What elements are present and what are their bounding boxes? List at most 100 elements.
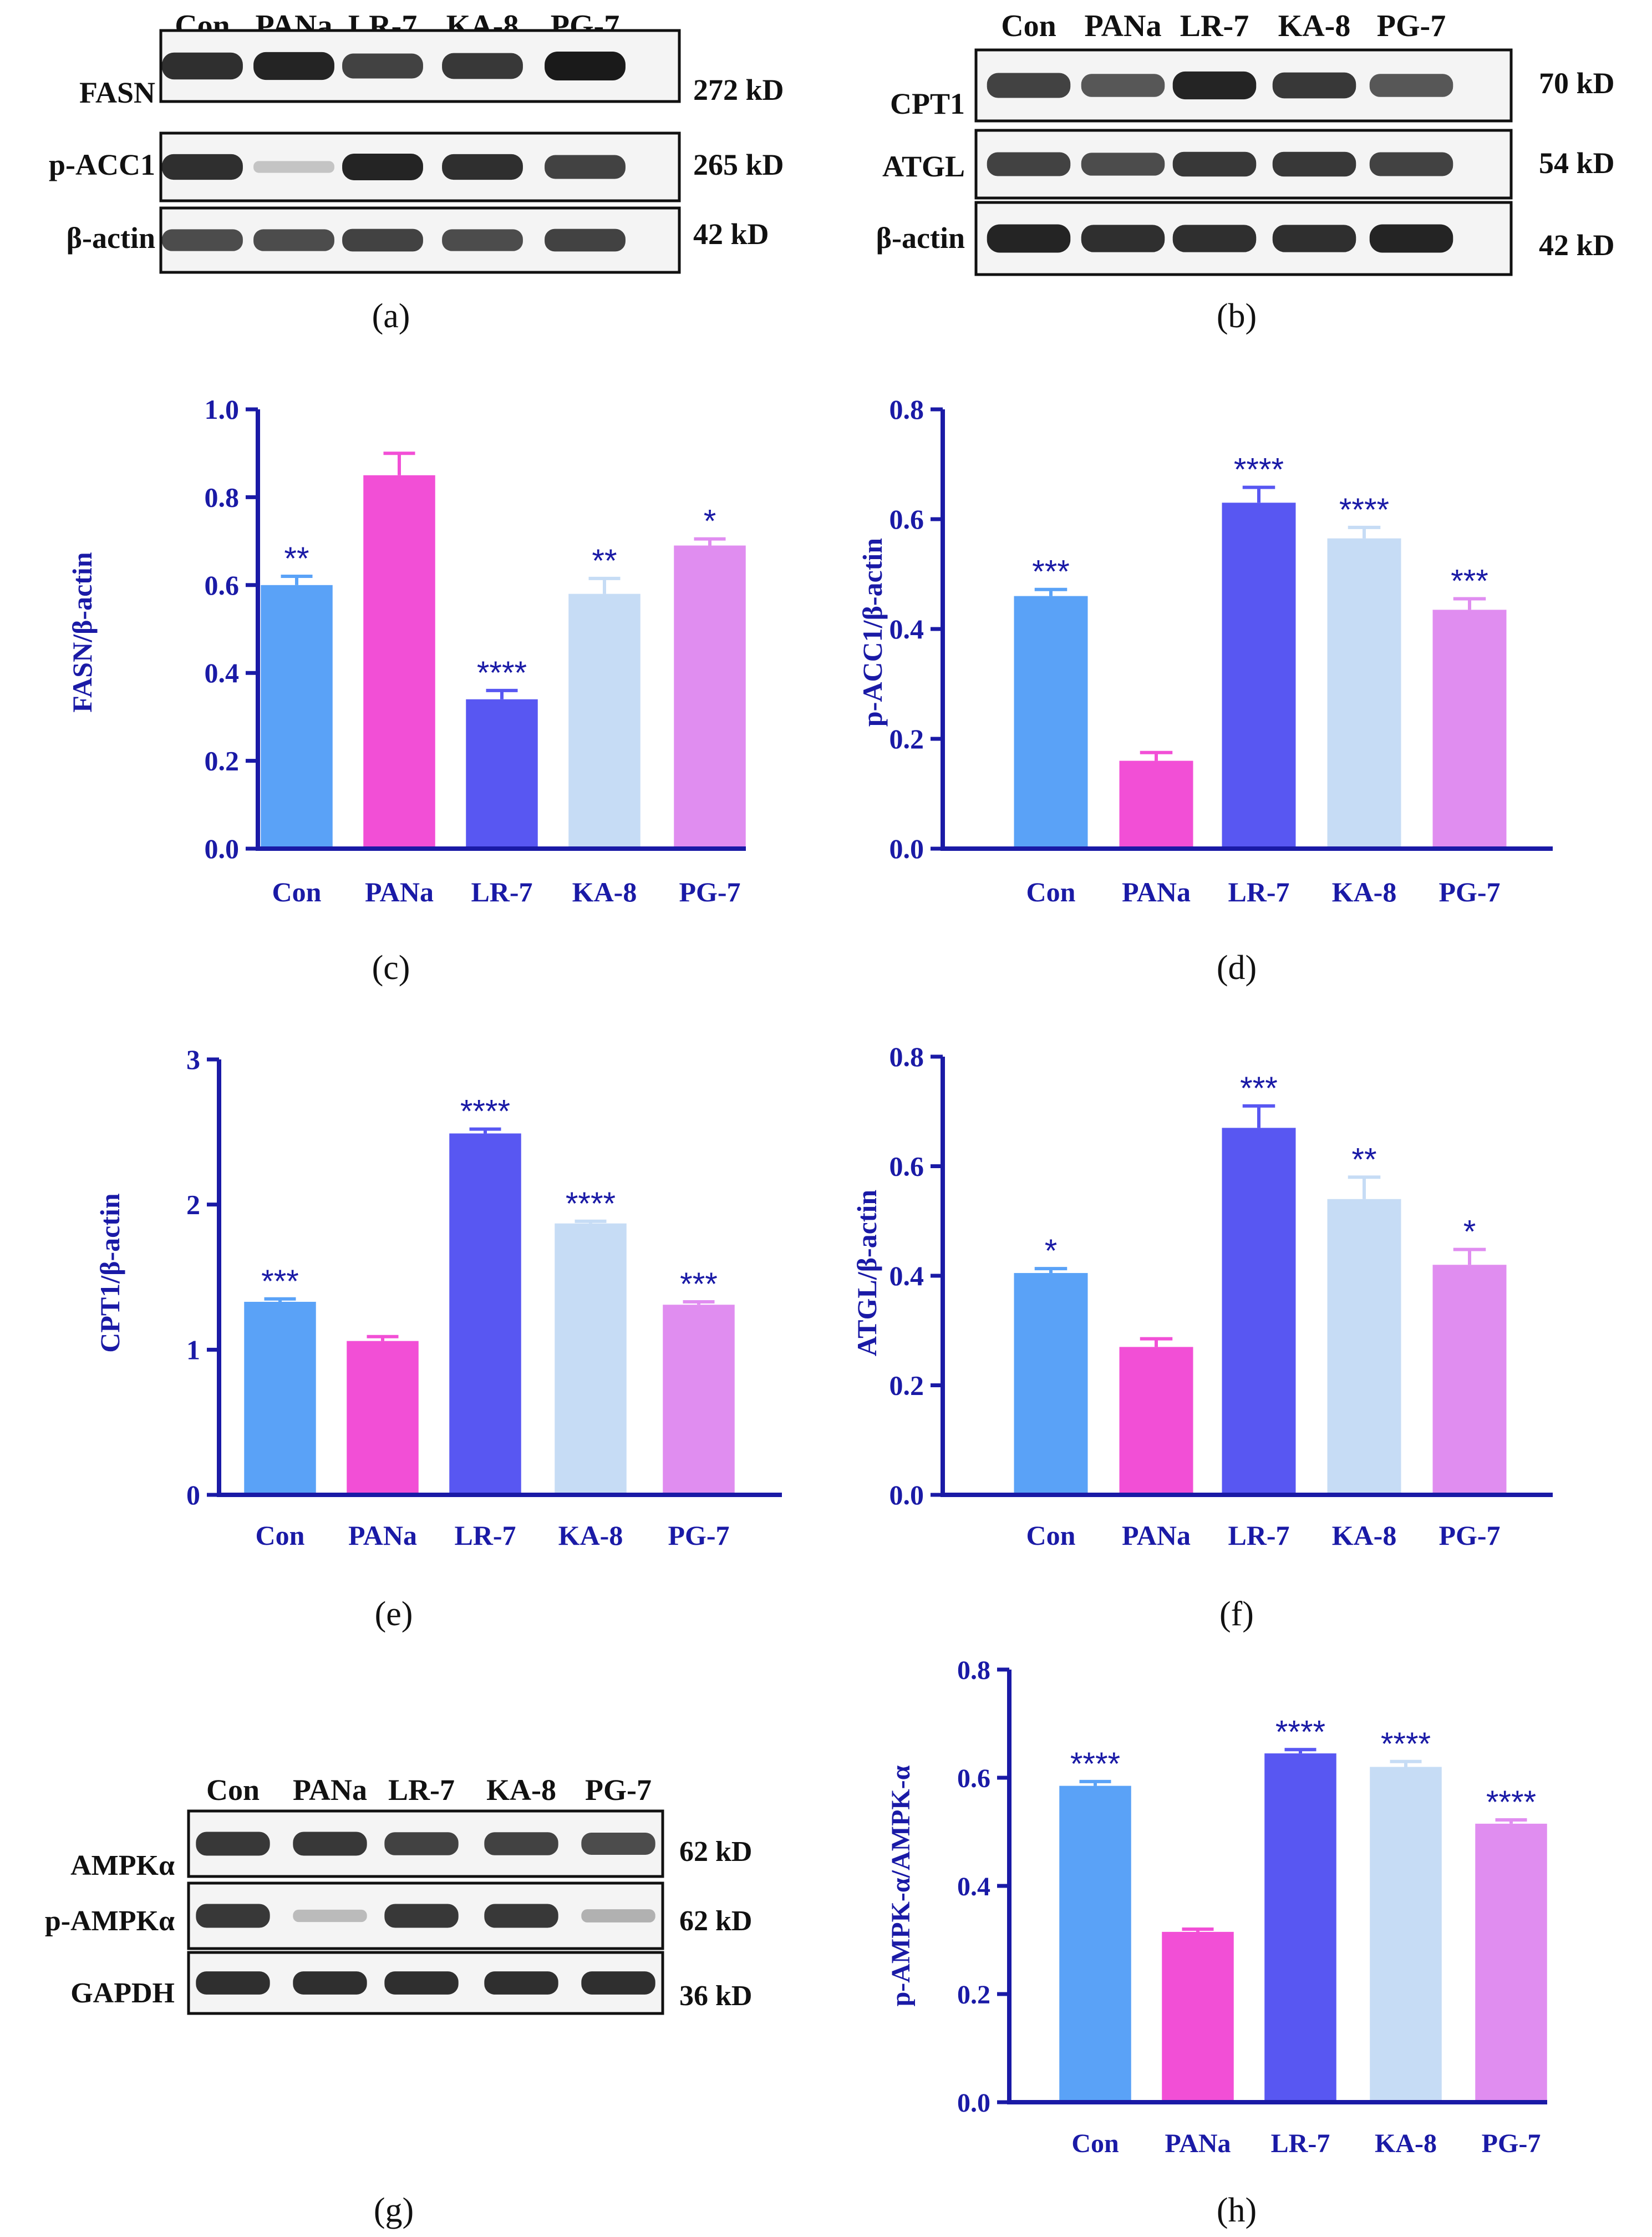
- bar: [1014, 1273, 1088, 1495]
- blot-protein-label: β-actin: [876, 221, 965, 255]
- bar: [261, 585, 333, 849]
- y-tick-label: 0.2: [957, 1980, 990, 2010]
- bar: [363, 475, 435, 849]
- blot-band: [1081, 153, 1165, 176]
- blot-band: [1172, 71, 1257, 100]
- x-category-label: PANa: [348, 1520, 417, 1551]
- bar-chart: 0.0 0.2 0.4 0.6 0.8 *** Con PANa **** LR-7 **** KA-…: [857, 394, 1553, 987]
- blot-band: [342, 154, 423, 180]
- blot-protein-label: ATGL: [882, 150, 965, 183]
- blot-band: [484, 1832, 558, 1855]
- blot-protein-label: CPT1: [890, 87, 965, 120]
- blot-band: [581, 1833, 655, 1855]
- blot-band: [293, 1971, 367, 1995]
- y-tick-label: 0.2: [205, 745, 240, 777]
- bar: [555, 1223, 627, 1495]
- blot-band: [196, 1904, 270, 1928]
- x-category-label: Con: [272, 876, 322, 907]
- blot-size-label: 70 kD: [1539, 67, 1615, 100]
- x-category-label: PG-7: [1482, 2129, 1541, 2158]
- bar-chart: 0 1 2 3 *** Con PANa **** LR-7 **** KA-8 *** PG-7 CPT…: [94, 1044, 782, 1633]
- blot-band: [442, 53, 523, 79]
- blot-band: [162, 52, 243, 80]
- blot-band: [162, 229, 243, 251]
- y-tick-label: 0.4: [205, 657, 240, 688]
- blot-band: [293, 1909, 367, 1922]
- panel-caption: (h): [1217, 2192, 1257, 2229]
- blot-lane-label: PANa: [1085, 9, 1162, 43]
- bar: [1432, 1265, 1507, 1495]
- bar: [1119, 1347, 1193, 1495]
- blot-band: [384, 1971, 459, 1995]
- significance-label: ****: [477, 655, 527, 691]
- significance-label: ****: [1275, 1714, 1325, 1750]
- blot-band: [196, 1832, 270, 1856]
- x-category-label: LR-7: [471, 876, 532, 907]
- significance-label: ****: [1381, 1726, 1431, 1762]
- bar: [1162, 1931, 1234, 2102]
- x-category-label: PANa: [1122, 1520, 1191, 1551]
- bar: [674, 545, 746, 849]
- blot-band: [384, 1904, 459, 1928]
- blot-band: [545, 155, 626, 179]
- panel-caption: (e): [375, 1595, 413, 1633]
- y-tick-label: 0.2: [889, 1370, 924, 1401]
- bar-chart: 0.0 0.2 0.4 0.6 0.8 **** Con PANa **** LR-7 **** KA…: [886, 1656, 1547, 2229]
- significance-label: **: [592, 543, 617, 579]
- blot-lane-label: Con: [206, 1773, 260, 1807]
- bar: [449, 1133, 521, 1495]
- blot-band: [1272, 151, 1356, 177]
- blot-panel: Con PANa LR-7 KA-8 PG-7 CPT1 70 kD ATGL 54 kD β-a…: [876, 9, 1615, 335]
- y-tick-label: 0.0: [889, 833, 924, 864]
- blot-lane-label: PANa: [293, 1773, 367, 1807]
- blot-band: [1369, 152, 1453, 176]
- x-category-label: PANa: [1122, 876, 1191, 907]
- blot-band: [442, 229, 523, 251]
- y-tick-label: 1: [186, 1334, 200, 1365]
- blot-band: [253, 52, 334, 80]
- y-axis-title: ATGL/β-actin: [851, 1190, 882, 1357]
- blot-size-label: 272 kD: [693, 73, 784, 106]
- y-tick-label: 0.6: [205, 570, 240, 601]
- y-tick-label: 0.6: [957, 1764, 990, 1793]
- y-axis-title: FASN/β-actin: [67, 552, 98, 712]
- panel-caption: (c): [372, 949, 410, 987]
- x-category-label: LR-7: [1228, 876, 1289, 907]
- blot-band: [1081, 74, 1165, 97]
- significance-label: *: [1463, 1214, 1476, 1250]
- blot-band: [442, 154, 523, 180]
- x-category-label: Con: [1026, 1520, 1076, 1551]
- x-category-label: KA-8: [1375, 2129, 1437, 2158]
- significance-label: ****: [1486, 1784, 1536, 1820]
- y-tick-label: 0.0: [889, 1479, 924, 1510]
- blot-protein-label: GAPDH: [70, 1977, 175, 2009]
- bar: [1222, 1128, 1296, 1495]
- significance-label: ****: [460, 1094, 510, 1130]
- blot-band: [1272, 225, 1356, 252]
- blot-protein-label: FASN: [79, 76, 155, 109]
- blot-band: [1272, 72, 1356, 99]
- bar: [1264, 1753, 1336, 2102]
- significance-label: ***: [1032, 554, 1070, 590]
- blot-size-label: 36 kD: [679, 1980, 752, 2012]
- y-tick-label: 0.8: [957, 1656, 990, 1685]
- bar: [1475, 1823, 1547, 2102]
- bar: [1327, 538, 1401, 849]
- y-tick-label: 0.6: [889, 1151, 924, 1182]
- significance-label: ***: [1240, 1071, 1278, 1107]
- blot-band: [484, 1904, 558, 1928]
- significance-label: *: [1045, 1233, 1058, 1269]
- x-category-label: Con: [1071, 2129, 1119, 2158]
- bar: [1327, 1199, 1401, 1495]
- significance-label: *: [704, 504, 716, 540]
- bar: [1370, 1767, 1442, 2102]
- y-tick-label: 0.4: [957, 1872, 990, 1901]
- blot-lane-label: KA-8: [1278, 9, 1351, 43]
- x-category-label: LR-7: [1271, 2129, 1330, 2158]
- significance-label: ***: [261, 1264, 299, 1300]
- blot-size-label: 265 kD: [693, 148, 784, 181]
- bar-chart: 0.0 0.2 0.4 0.6 0.8 1.0 ** Con PANa **** LR-7 ** KA-…: [67, 394, 746, 987]
- bar: [1014, 596, 1088, 849]
- x-category-label: LR-7: [454, 1520, 516, 1551]
